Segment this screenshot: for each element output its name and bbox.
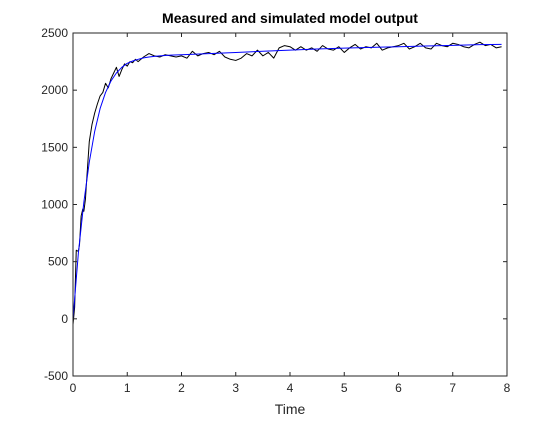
x-tick-label: 8	[504, 381, 511, 395]
y-tick-label: 2500	[41, 26, 68, 40]
x-tick-label: 0	[70, 381, 77, 395]
chart-title: Measured and simulated model output	[162, 10, 418, 26]
y-tick-label: 1000	[41, 198, 68, 212]
y-tick-label: 2000	[41, 83, 68, 97]
series-layer	[73, 41, 502, 325]
plot-background	[73, 33, 507, 376]
y-tick-label: 500	[48, 255, 68, 269]
x-tick-label: 1	[124, 381, 131, 395]
x-tick-label: 2	[178, 381, 185, 395]
y-tick-label: -500	[44, 369, 68, 383]
y-tick-label: 0	[61, 312, 68, 326]
x-tick-label: 5	[341, 381, 348, 395]
x-tick-label: 6	[395, 381, 402, 395]
x-axis-label: Time	[275, 401, 306, 417]
y-tick-label: 1500	[41, 140, 68, 154]
plot-area	[73, 33, 507, 376]
x-tick-label: 4	[287, 381, 294, 395]
x-tick-label: 7	[449, 381, 456, 395]
x-tick-label: 3	[232, 381, 239, 395]
series-line-simulated	[73, 43, 502, 319]
